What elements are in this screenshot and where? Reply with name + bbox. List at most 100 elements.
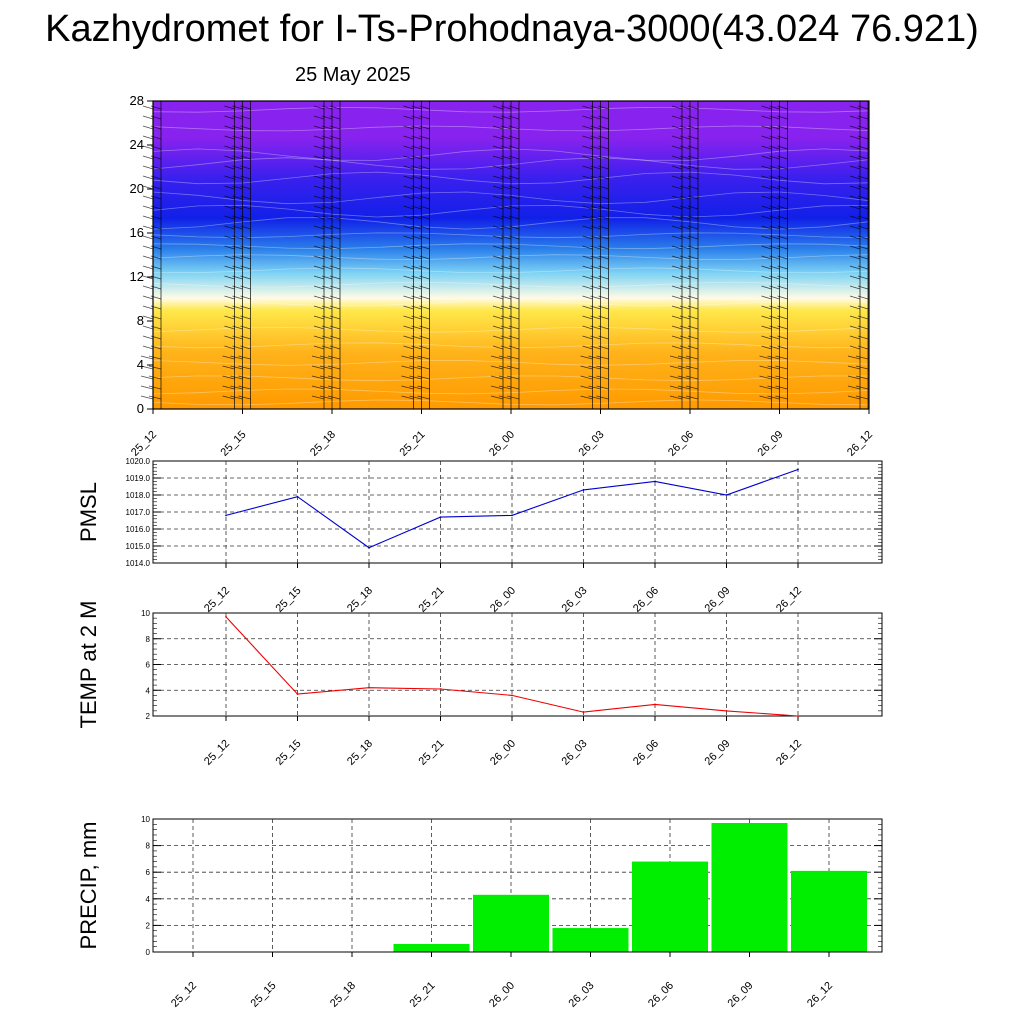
pmsl-x-tick-label: 26_12 xyxy=(774,585,804,615)
wind-barb-flag xyxy=(769,245,780,250)
wind-barb-flag xyxy=(240,235,251,240)
wind-barb-flag xyxy=(492,185,504,190)
temp-data-point xyxy=(654,703,656,706)
wind-barb-flag xyxy=(679,165,691,170)
wind-barb-flag xyxy=(142,155,154,160)
wind-barb-flag xyxy=(142,235,154,240)
wind-barb-flag xyxy=(849,225,861,230)
wind-barb-flag xyxy=(148,365,162,370)
wind-barb-flag xyxy=(679,255,691,260)
wind-barb-flag xyxy=(411,205,422,210)
wind-barb-flag xyxy=(403,255,414,260)
wind-barb-flag xyxy=(232,125,243,130)
temp-x-tick-label: 26_00 xyxy=(488,738,518,768)
wind-barb-flag xyxy=(492,245,504,250)
wind-barb-flag xyxy=(329,315,341,320)
wind-barb-flag xyxy=(230,395,243,400)
wind-barb-flag xyxy=(847,355,861,360)
wind-barb-flag xyxy=(849,335,861,340)
wind-barb-flag xyxy=(498,375,512,380)
wind-barb-flag xyxy=(582,185,593,190)
wind-barb-flag xyxy=(508,265,520,270)
wind-barb-flag xyxy=(590,345,601,350)
temp-x-tick-label: 26_12 xyxy=(774,738,804,768)
wind-barb-flag xyxy=(588,365,601,370)
wind-barb-flag xyxy=(419,125,430,130)
profile-x-tick-label: 25_21 xyxy=(398,429,428,459)
wind-barb-flag xyxy=(232,295,243,300)
wind-barb-flag xyxy=(508,275,520,280)
wind-barb-flag xyxy=(687,105,699,110)
wind-barb-flag xyxy=(769,105,780,110)
wind-barb-flag xyxy=(321,215,333,220)
wind-barb-flag xyxy=(671,125,683,130)
wind-barb-flag xyxy=(329,235,341,240)
wind-barb-flag xyxy=(148,395,162,400)
wind-barb-flag xyxy=(313,175,325,180)
wind-barb-flag xyxy=(598,125,609,130)
wind-barb-flag xyxy=(329,245,341,250)
wind-barb-flag xyxy=(761,245,772,250)
wind-barb-flag xyxy=(329,255,341,260)
wind-barb-flag xyxy=(857,175,869,180)
wind-barb-flag xyxy=(679,285,691,290)
wind-barb-flag xyxy=(508,245,520,250)
profile-x-tick-label: 26_09 xyxy=(756,429,786,459)
wind-barb-flag xyxy=(769,165,780,170)
wind-barb-flag xyxy=(769,275,780,280)
wind-barb-flag xyxy=(232,175,243,180)
wind-barb-flag xyxy=(582,195,593,200)
wind-barb-flag xyxy=(500,245,512,250)
wind-barb-flag xyxy=(142,115,154,120)
wind-barb-flag xyxy=(598,245,609,250)
wind-barb-flag xyxy=(403,315,414,320)
wind-barb-flag xyxy=(777,135,788,140)
wind-barb-flag xyxy=(232,185,243,190)
wind-barb-flag xyxy=(590,305,601,310)
wind-barb-flag xyxy=(857,245,869,250)
wind-barb-flag xyxy=(687,345,699,350)
wind-barb-flag xyxy=(222,365,235,370)
wind-barb-flag xyxy=(240,215,251,220)
pmsl-data-point xyxy=(654,480,656,483)
wind-barb-flag xyxy=(403,245,414,250)
wind-barb-flag xyxy=(321,165,333,170)
wind-barb-flag xyxy=(679,345,691,350)
precip-x-tick-label: 25_18 xyxy=(328,980,358,1010)
wind-barb-flag xyxy=(590,295,601,300)
wind-barb-flag xyxy=(142,205,154,210)
wind-barb-flag xyxy=(687,215,699,220)
wind-barb-flag xyxy=(411,195,422,200)
wind-barb-flag xyxy=(849,185,861,190)
wind-barb-flag xyxy=(329,165,341,170)
wind-barb-flag xyxy=(857,115,869,120)
wind-barb-flag xyxy=(140,395,154,400)
wind-barb-flag xyxy=(671,185,683,190)
pmsl-data-point xyxy=(511,514,513,517)
wind-barb-flag xyxy=(142,225,154,230)
wind-barb-flag xyxy=(598,165,609,170)
precip-x-tick-label: 26_09 xyxy=(726,980,756,1010)
wind-barb-flag xyxy=(403,155,414,160)
wind-barb-flag xyxy=(769,135,780,140)
wind-barb-flag xyxy=(671,115,683,120)
wind-barb-flag xyxy=(411,335,422,340)
wind-barb-flag xyxy=(329,185,341,190)
wind-barb-flag xyxy=(582,135,593,140)
wind-barb-flag xyxy=(769,205,780,210)
wind-barb-flag xyxy=(769,195,780,200)
wind-barb-flag xyxy=(671,275,683,280)
wind-barb-flag xyxy=(321,245,333,250)
wind-barb-flag xyxy=(590,175,601,180)
wind-barb-flag xyxy=(232,255,243,260)
wind-barb-flag xyxy=(419,275,430,280)
wind-barb-flag xyxy=(761,165,772,170)
wind-barb-flag xyxy=(508,205,520,210)
wind-barb-flag xyxy=(411,135,422,140)
wind-barb-flag xyxy=(240,325,251,330)
wind-barb-flag xyxy=(769,155,780,160)
wind-barb-flag xyxy=(687,155,699,160)
wind-barb-flag xyxy=(777,195,788,200)
wind-barb-flag xyxy=(767,365,780,370)
wind-barb-flag xyxy=(403,335,414,340)
